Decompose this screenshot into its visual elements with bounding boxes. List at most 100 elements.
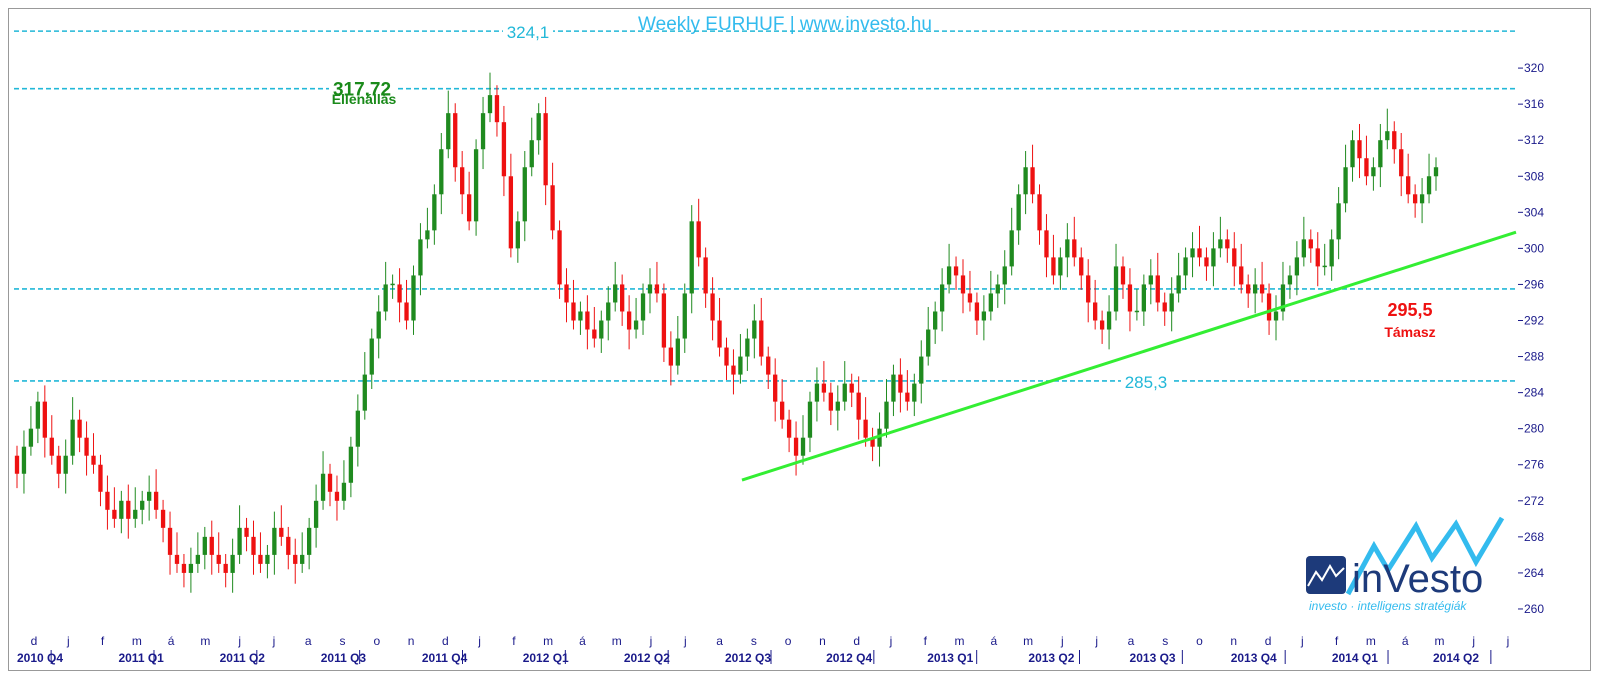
candle-body [313, 500, 319, 528]
candle-body [1280, 284, 1286, 312]
x-month-label: s [1162, 634, 1168, 648]
horizontal-levels: 324,1 317,72 285,3 [14, 20, 1516, 392]
candle-body [251, 536, 256, 555]
y-tick-label: 316 [1524, 97, 1544, 111]
x-month-label: n [1230, 634, 1237, 648]
candle-body [188, 563, 194, 573]
candle-body [1023, 167, 1028, 195]
candle-body [300, 554, 305, 564]
candle-body [369, 338, 374, 375]
candle-body [995, 284, 1000, 294]
x-quarter-label: 2012 Q1 [523, 651, 569, 665]
y-axis: 320 316 312 308 304 300 296 292 288 284 280 276 272 2… [1518, 61, 1544, 616]
candle-body [724, 347, 729, 366]
candle-body [14, 455, 20, 474]
candle-body [147, 491, 152, 501]
candle-body [390, 283, 395, 286]
x-month-label: m [1366, 634, 1376, 648]
candle-body [140, 500, 145, 510]
candle-body [606, 302, 611, 321]
y-tick-label: 264 [1524, 566, 1544, 580]
candle-body [821, 383, 827, 393]
candle-body [1336, 203, 1341, 240]
candle-body [946, 266, 952, 285]
candle-body [1406, 176, 1411, 195]
candle-body [480, 113, 486, 150]
candle-body [216, 554, 221, 564]
candle-body [981, 311, 987, 321]
candle-body [1329, 239, 1334, 267]
candle-body [1127, 284, 1133, 312]
candle-body [786, 419, 792, 438]
candle-body [84, 437, 89, 456]
candle-body [258, 554, 263, 564]
candle-body [1030, 167, 1035, 195]
candle-body [1294, 257, 1300, 276]
x-month-label: j [66, 634, 70, 648]
candle-body [738, 356, 743, 375]
candle-body [293, 554, 298, 564]
candle-body [63, 455, 68, 474]
candle-body [1433, 167, 1439, 177]
candle-body [376, 311, 381, 339]
candle-body [933, 311, 938, 330]
candle-body [536, 113, 541, 141]
candle-body [1086, 275, 1091, 303]
candle-body [42, 401, 47, 438]
y-tick-label: 296 [1524, 277, 1544, 291]
level-label-bg-3 [1121, 369, 1171, 392]
candle-body [209, 536, 214, 555]
x-month-label: d [442, 634, 449, 648]
candle-body [439, 149, 444, 195]
candle-body [501, 122, 507, 177]
candle-body [202, 536, 207, 555]
candle-body [814, 383, 820, 402]
candle-body [1266, 293, 1272, 321]
candle-body [494, 95, 500, 123]
x-month-label: a [1128, 634, 1135, 648]
candle-body [773, 374, 778, 402]
candle-body [1259, 284, 1265, 294]
candle-body [1204, 257, 1209, 267]
candle-body [404, 302, 409, 321]
candle-body [383, 284, 388, 312]
candle-body [1120, 266, 1126, 285]
candle-body [1176, 275, 1181, 294]
candle-body [1378, 140, 1383, 168]
x-quarter-label: 2013 Q2 [1028, 651, 1074, 665]
x-month-label: j [1060, 634, 1064, 648]
support-name-label: Támasz [1384, 324, 1435, 340]
candle-body [473, 149, 479, 222]
x-month-label: j [272, 634, 276, 648]
candle-body [807, 401, 813, 438]
x-month-label: á [990, 634, 997, 648]
annotations: Ellenállás 295,5 Támasz [332, 91, 1436, 340]
x-month-label: s [340, 634, 346, 648]
candle-body [550, 185, 555, 231]
candle-body [446, 113, 451, 150]
candle-body [265, 554, 270, 564]
candle-body [341, 482, 347, 501]
candle-body [759, 320, 764, 357]
candle-body [793, 437, 799, 456]
x-month-label: j [1300, 634, 1304, 648]
candle-body [195, 554, 201, 564]
x-month-label: f [924, 634, 928, 648]
y-tick-label: 300 [1524, 241, 1544, 255]
x-quarter-label: 2014 Q2 [1433, 651, 1479, 665]
candle-body [56, 455, 61, 474]
candle-body [362, 374, 367, 411]
y-tick-label: 276 [1524, 458, 1544, 472]
candle-body [70, 419, 75, 456]
candle-body [1246, 284, 1251, 294]
candle-body [223, 563, 228, 573]
candle-body [1225, 239, 1230, 249]
candle-body [960, 275, 966, 294]
x-month-label: a [305, 634, 312, 648]
candle-body [856, 392, 861, 420]
candle-body [522, 167, 527, 222]
candle-body [564, 284, 569, 303]
candle-body [460, 167, 465, 195]
x-month-label: á [1402, 634, 1409, 648]
y-tick-label: 304 [1524, 205, 1544, 219]
